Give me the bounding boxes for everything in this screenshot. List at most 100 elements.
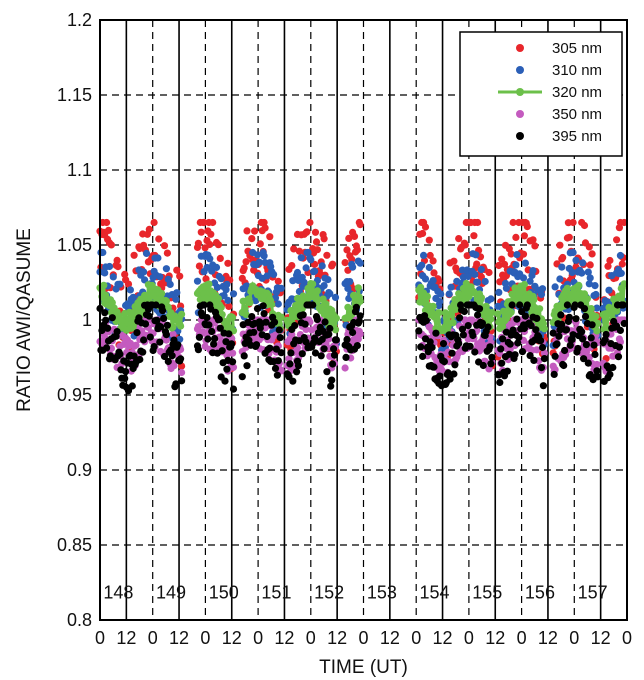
data-point (578, 328, 586, 336)
data-point (313, 246, 321, 254)
data-point (225, 302, 233, 310)
data-point (586, 261, 594, 269)
data-point (300, 278, 308, 286)
data-point (572, 315, 580, 323)
data-point (255, 258, 263, 266)
x-tick-label: 12 (538, 628, 558, 648)
day-label: 152 (314, 582, 344, 602)
data-point (618, 260, 626, 268)
data-point (352, 303, 360, 311)
y-tick-label: 0.85 (57, 535, 92, 555)
data-point (155, 235, 163, 243)
data-point (141, 276, 149, 284)
day-label: 155 (472, 582, 502, 602)
data-point (488, 309, 496, 317)
day-label: 150 (209, 582, 239, 602)
data-point (569, 331, 577, 339)
data-point (286, 360, 294, 368)
data-point (579, 335, 587, 343)
day-label: 148 (103, 582, 133, 602)
data-point (177, 322, 185, 330)
legend-marker (516, 66, 524, 74)
data-point (164, 303, 172, 311)
data-point (487, 360, 495, 368)
data-point (311, 228, 320, 236)
data-point (553, 340, 561, 348)
x-tick-label: 0 (95, 628, 105, 648)
data-point (311, 349, 320, 357)
data-point (122, 368, 130, 376)
x-axis-label: TIME (UT) (319, 657, 408, 678)
legend-label: 305 nm (552, 40, 602, 57)
data-point (593, 360, 601, 369)
x-tick-label: 0 (517, 628, 527, 648)
data-point (473, 260, 481, 268)
data-point (329, 260, 337, 268)
data-point (616, 326, 625, 334)
data-point (572, 256, 580, 264)
y-tick-label: 0.8 (67, 610, 92, 630)
series-395-nm (96, 301, 628, 395)
data-point (616, 251, 625, 260)
data-point (585, 280, 593, 288)
data-point (523, 301, 531, 309)
data-point (435, 309, 443, 317)
data-point (103, 218, 111, 227)
data-point (130, 352, 138, 360)
data-point (275, 326, 283, 334)
data-point (591, 282, 599, 290)
legend-label: 320 nm (552, 84, 602, 101)
plot-frame (99, 19, 628, 621)
legend-box (459, 31, 623, 157)
data-point (216, 324, 224, 332)
data-point (178, 368, 186, 377)
data-point (523, 223, 531, 231)
data-point (274, 277, 282, 285)
data-point (229, 385, 238, 393)
legend-marker (516, 110, 524, 118)
data-point (173, 266, 181, 274)
data-point (243, 362, 251, 370)
data-point (495, 261, 503, 270)
data-point (435, 277, 443, 285)
data-point (248, 313, 256, 321)
data-point (605, 286, 613, 294)
data-point (448, 349, 456, 357)
data-point (584, 359, 592, 367)
data-point (538, 343, 547, 352)
data-point (327, 382, 335, 390)
legend: 305 nm 310 nm 320 nm 350 nm 395 nm (459, 31, 623, 157)
data-point (436, 372, 444, 380)
data-point (536, 305, 544, 313)
data-point (449, 319, 457, 327)
data-point (521, 259, 530, 267)
legend-item: 395 nm (516, 128, 602, 145)
data-point (266, 233, 274, 241)
data-point (251, 227, 259, 235)
data-point (356, 259, 364, 267)
data-point (578, 269, 586, 277)
data-point (121, 270, 129, 278)
data-point (558, 320, 566, 328)
data-point (150, 218, 158, 227)
data-point (468, 316, 476, 324)
data-point (509, 218, 517, 227)
data-point (349, 328, 357, 337)
x-tick-label: 0 (148, 628, 158, 648)
data-point (500, 307, 508, 315)
data-point (109, 273, 117, 281)
legend-marker (516, 88, 524, 96)
data-point (176, 272, 184, 280)
data-point (101, 309, 109, 317)
data-point (559, 253, 567, 262)
data-point (203, 314, 211, 322)
data-point (421, 275, 430, 283)
data-point (579, 259, 587, 267)
data-point (439, 340, 448, 348)
data-point (229, 363, 238, 371)
data-point (549, 329, 557, 337)
data-point (455, 339, 463, 347)
data-point (297, 254, 305, 262)
data-point (471, 348, 479, 356)
data-point (172, 380, 180, 388)
